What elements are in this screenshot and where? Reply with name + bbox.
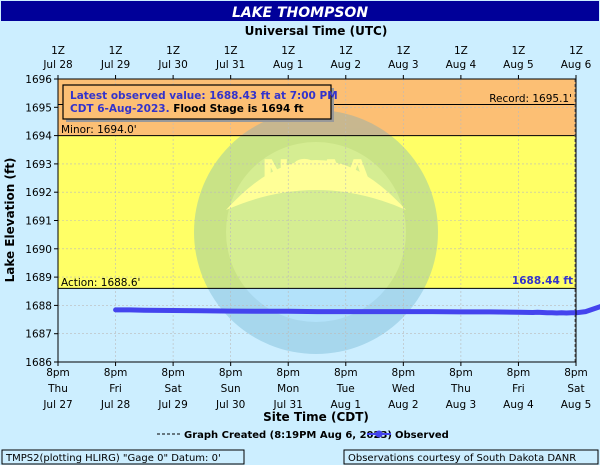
x-tick-label: 8pm [219,367,243,379]
x-tick-label: Aug 4 [503,399,534,411]
top-tick-label: 1Z [396,45,410,57]
watermark-disc [194,110,438,354]
x-tick-label: Fri [109,383,122,395]
bottom-axis-title: Site Time (CDT) [263,410,369,424]
band-action [58,135,576,289]
footer-left-text: TMPS2(plotting HLIRG) "Gage 0" Datum: 0' [5,453,221,464]
x-tick-label: Mon [277,383,299,395]
x-tick-label: 8pm [449,367,473,379]
top-tick-label: Jul 30 [157,59,187,71]
top-tick-label: 1Z [454,45,468,57]
top-tick-label: Jul 29 [100,59,130,71]
x-tick-label: 8pm [334,367,358,379]
x-tick-label: Jul 28 [100,399,130,411]
band-normal [58,288,576,362]
threshold-label: Record: 1695.1' [489,93,572,105]
latest-value-box-panel [62,84,332,120]
y-tick-label: 1696 [25,74,52,86]
y-tick-label: 1688 [25,300,52,312]
top-tick-label: Aug 6 [561,59,592,71]
threshold-lines: Record: 1695.1' Minor: 1694.0' Action: 168… [58,79,576,362]
x-tick-label: 8pm [46,367,70,379]
top-tick-label: 1Z [569,45,583,57]
x-tick-label: 8pm [276,367,300,379]
latest-value-box: Latest observed value: 1688.43 ft at 7:0… [62,84,338,122]
x-tick-label: Wed [392,383,415,395]
top-tick-label: 1Z [109,45,123,57]
top-tick-label: 1Z [51,45,65,57]
footer-right-box [343,449,599,465]
top-tick-label: Aug 2 [331,59,362,71]
x-tick-label: 8pm [104,367,128,379]
y-tick-label: 1694 [25,131,52,143]
top-axis-title: Universal Time (UTC) [245,24,388,38]
y-axis-title: Lake Elevation (ft) [3,158,17,283]
footer-right-text: Observations courtesy of South Dakota DA… [348,453,576,464]
y-tick-label: 1692 [25,187,52,199]
latest-value-line1: Latest observed value: 1688.43 ft at 7:0… [70,90,338,102]
x-tick-label: Jul 31 [273,399,303,411]
top-tick-label: 1Z [224,45,238,57]
x-tick-label: Jul 27 [42,399,72,411]
x-tick-label: 8pm [161,367,185,379]
x-tick-label: Aug 1 [331,399,362,411]
top-tick-label: Aug 1 [273,59,304,71]
top-tick-label: Jul 31 [215,59,245,71]
top-tick-label: 1Z [166,45,180,57]
top-tick-label: Jul 28 [42,59,72,71]
x-tick-label: Thu [450,383,471,395]
axis-ticks: 1686 1687 1688 1689 1690 1691 1692 1693 1694 1695… [25,45,592,411]
top-tick-label: 1Z [339,45,353,57]
y-tick-label: 1686 [25,357,52,369]
x-tick-label: 8pm [564,367,588,379]
footer-left-box [1,449,245,465]
legend-observed-marker [375,430,383,438]
x-tick-label: Tue [336,383,355,395]
top-tick-label: Aug 5 [503,59,534,71]
x-tick-label: Sat [567,383,584,395]
x-tick-label: Aug 5 [561,399,592,411]
y-tick-label: 1693 [25,159,52,171]
x-tick-label: Aug 3 [446,399,477,411]
last-value-label: 1688.44 ft [512,275,573,287]
x-tick-label: Aug 2 [388,399,419,411]
chart-title: LAKE THOMPSON [232,5,368,21]
x-tick-label: Thu [47,383,68,395]
x-tick-label: Jul 30 [215,399,245,411]
y-tick-label: 1690 [25,244,52,256]
x-tick-label: Sun [221,383,241,395]
threshold-label: Minor: 1694.0' [61,124,137,136]
legend-created-text: Graph Created (8:19PM Aug 6, 2023) [184,430,392,441]
y-tick-label: 1695 [25,102,52,114]
threshold-label: Action: 1688.6' [61,277,140,289]
top-tick-label: Aug 4 [446,59,477,71]
watermark-gull [226,160,406,210]
y-tick-label: 1687 [25,329,52,341]
legend: Graph Created (8:19PM Aug 6, 2023) Obser… [157,430,449,441]
watermark-text: NOAA [261,153,371,193]
observed-series-line [113,303,600,316]
series-layer: 1688.44 ft [113,275,600,316]
title-bar [1,1,599,21]
y-tick-label: 1689 [25,272,52,284]
x-tick-label: Sat [165,383,182,395]
latest-value-date: CDT 6-Aug-2023. [70,103,170,115]
flood-stage-text: Flood Stage is 1694 ft [170,103,304,115]
legend-observed-text: Observed [395,430,449,441]
x-tick-label: Jul 29 [157,399,187,411]
y-tick-label: 1691 [25,216,52,228]
x-tick-label: Fri [512,383,525,395]
latest-value-line2: CDT 6-Aug-2023. Flood Stage is 1694 ft [70,103,304,115]
top-tick-label: Aug 3 [388,59,419,71]
x-tick-label: 8pm [507,367,531,379]
top-tick-label: 1Z [512,45,526,57]
top-tick-label: 1Z [281,45,295,57]
x-tick-label: 8pm [392,367,416,379]
